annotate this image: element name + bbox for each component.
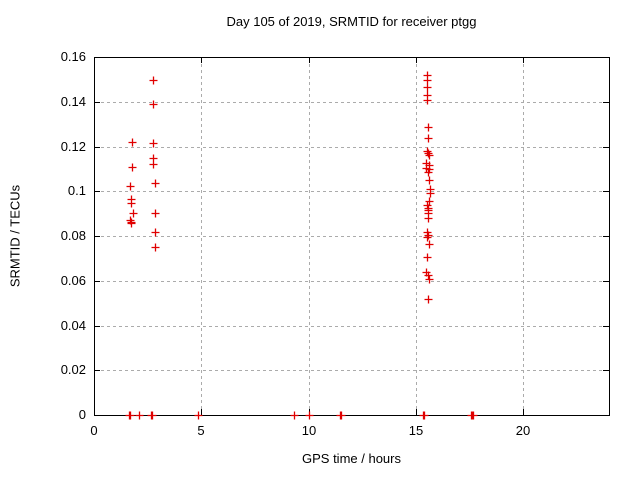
y-tick-label: 0 [79,407,86,422]
x-tick-label: 15 [409,423,423,438]
x-tick-label: 5 [197,423,204,438]
y-tick-label: 0.14 [61,94,86,109]
chart-title: Day 105 of 2019, SRMTID for receiver ptg… [226,14,477,29]
x-tick-label: 20 [516,423,530,438]
x-tick-label: 0 [90,423,97,438]
y-tick-label: 0.1 [68,183,86,198]
x-axis-label: GPS time / hours [302,451,401,466]
y-tick-label: 0.04 [61,318,86,333]
y-tick-label: 0.08 [61,228,86,243]
y-tick-label: 0.12 [61,139,86,154]
data-points [125,71,478,420]
y-tick-label: 0.16 [61,49,86,64]
y-tick-label: 0.06 [61,273,86,288]
plot-border [94,57,610,416]
x-tick-label: 10 [302,423,316,438]
y-tick-label: 0.02 [61,362,86,377]
